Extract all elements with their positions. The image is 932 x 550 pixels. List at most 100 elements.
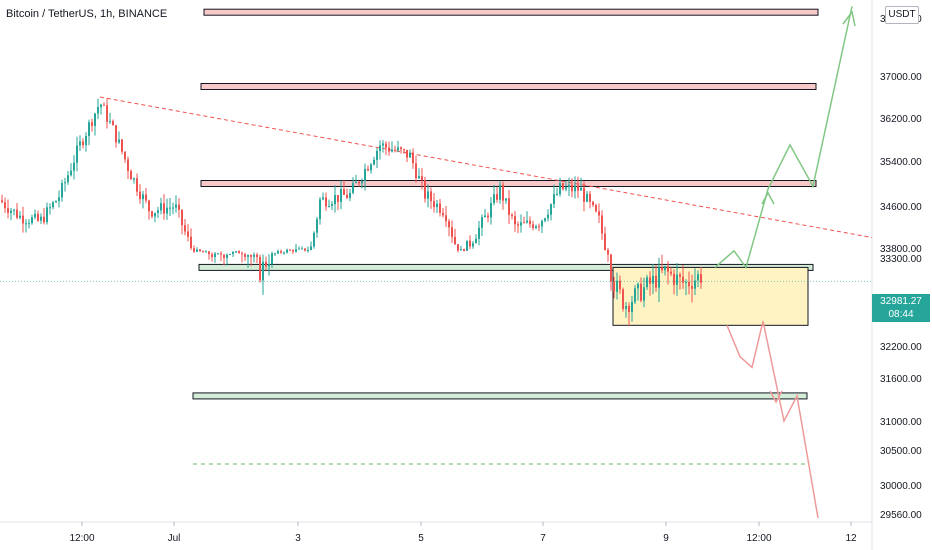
candle-body bbox=[394, 149, 396, 151]
candle-body bbox=[604, 233, 606, 251]
candle-body bbox=[484, 215, 486, 218]
candle-body bbox=[655, 275, 657, 288]
candle-body bbox=[181, 209, 183, 226]
candle-body bbox=[175, 204, 177, 208]
candle-body bbox=[463, 249, 465, 251]
candle-body bbox=[478, 227, 480, 239]
candle-body bbox=[226, 254, 228, 258]
candle-body bbox=[244, 254, 246, 257]
candle-body bbox=[106, 105, 108, 122]
candle-body bbox=[139, 191, 141, 200]
candle-body bbox=[469, 240, 471, 247]
candle-body bbox=[154, 212, 156, 217]
candle-body bbox=[268, 263, 270, 267]
candle-body bbox=[625, 306, 627, 309]
candle-body bbox=[94, 113, 96, 126]
candle-body bbox=[460, 249, 462, 251]
candle-body bbox=[445, 215, 447, 222]
candle-body bbox=[490, 203, 492, 218]
candle-body bbox=[412, 152, 414, 164]
candle-body bbox=[277, 251, 279, 254]
candle-body bbox=[328, 205, 330, 207]
candle-body bbox=[631, 301, 633, 313]
candle-body bbox=[493, 194, 495, 204]
candle-body bbox=[535, 226, 537, 229]
last-price-tag: 32981.27 08:44 bbox=[872, 294, 930, 322]
x-tick-label: 12 bbox=[845, 533, 857, 544]
candle-body bbox=[37, 213, 39, 221]
candle-body bbox=[646, 277, 648, 288]
candle-body bbox=[280, 251, 282, 253]
candle-body bbox=[319, 199, 321, 220]
candle-body bbox=[589, 193, 591, 202]
candle-body bbox=[55, 201, 57, 203]
candle-body bbox=[178, 204, 180, 210]
candle-body bbox=[568, 184, 570, 188]
candle-body bbox=[160, 203, 162, 211]
candle-body bbox=[133, 178, 135, 180]
candle-body bbox=[364, 168, 366, 181]
candle-body bbox=[127, 159, 129, 171]
candle-body bbox=[700, 274, 702, 283]
candle-body bbox=[235, 251, 237, 253]
candle-body bbox=[310, 246, 312, 251]
candle-body bbox=[406, 149, 408, 158]
candle-body bbox=[52, 202, 54, 208]
candle-body bbox=[187, 231, 189, 237]
currency-badge[interactable]: USDT bbox=[885, 6, 919, 24]
candle-body bbox=[103, 104, 105, 106]
candle-body bbox=[283, 252, 285, 254]
candle-body bbox=[586, 193, 588, 202]
candle-body bbox=[325, 197, 327, 207]
candle-body bbox=[397, 147, 399, 151]
candle-body bbox=[217, 253, 219, 255]
candle-body bbox=[694, 280, 696, 289]
candle-body bbox=[115, 125, 117, 143]
candle-body bbox=[520, 222, 522, 226]
candle-body bbox=[265, 261, 267, 267]
candle-body bbox=[379, 145, 381, 151]
candle-body bbox=[424, 180, 426, 199]
candle-body bbox=[601, 215, 603, 234]
bullish-arrowhead-2 bbox=[842, 10, 856, 27]
candle-body bbox=[337, 195, 339, 202]
candle-body bbox=[22, 215, 24, 224]
candle-body bbox=[376, 150, 378, 160]
candle-body bbox=[334, 195, 336, 205]
candle-body bbox=[607, 250, 609, 255]
candle-body bbox=[223, 254, 225, 258]
candle-body bbox=[73, 162, 75, 171]
candle-body bbox=[643, 287, 645, 301]
candle-body bbox=[112, 121, 114, 126]
candle-body bbox=[199, 249, 201, 252]
candle-body bbox=[205, 251, 207, 253]
candle-body bbox=[559, 183, 561, 195]
descending-trendline bbox=[99, 96, 873, 238]
support-zone bbox=[198, 263, 814, 271]
candle-body bbox=[556, 194, 558, 196]
candle-body bbox=[502, 184, 504, 201]
resistance-zone bbox=[203, 8, 819, 16]
candle-body bbox=[499, 184, 501, 200]
candle-body bbox=[304, 248, 306, 251]
candle-body bbox=[661, 267, 663, 271]
candle-body bbox=[670, 271, 672, 274]
candle-body bbox=[409, 152, 411, 158]
candle-body bbox=[676, 274, 678, 285]
candle-body bbox=[574, 185, 576, 192]
candle-body bbox=[256, 254, 258, 257]
candle-body bbox=[196, 249, 198, 252]
candle-body bbox=[262, 261, 264, 281]
candle-body bbox=[79, 141, 81, 146]
candle-body bbox=[16, 209, 18, 218]
candle-body bbox=[457, 244, 459, 251]
candle-body bbox=[544, 218, 546, 221]
candle-body bbox=[124, 151, 126, 160]
candle-body bbox=[523, 222, 525, 224]
candle-body bbox=[580, 187, 582, 191]
candle-body bbox=[307, 250, 309, 252]
candle-body bbox=[355, 181, 357, 184]
candle-body bbox=[496, 194, 498, 200]
candle-body bbox=[64, 182, 66, 184]
